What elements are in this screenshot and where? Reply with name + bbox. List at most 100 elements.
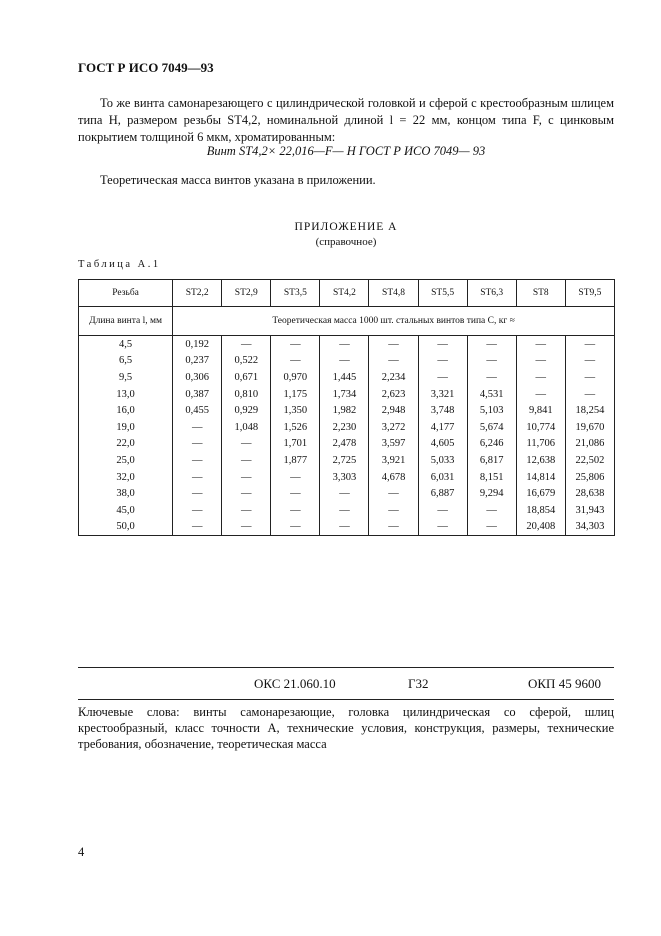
mass-cell: 2,948 (368, 402, 419, 419)
mass-cell: — (564, 385, 616, 403)
mass-cell: — (221, 468, 272, 486)
mass-cell: 1,877 (270, 452, 321, 469)
mass-cell: 28,638 (564, 485, 616, 502)
mass-cell: — (368, 518, 419, 537)
keywords: Ключевые слова: винты самонарезающие, го… (78, 705, 614, 751)
mass-cell: 10,774 (515, 418, 566, 436)
mass-cell: — (466, 501, 517, 519)
mass-cell: — (221, 335, 272, 353)
divider (78, 667, 614, 668)
mass-cell: 1,982 (319, 402, 370, 419)
mass-header: Теоретическая масса 1000 шт. стальных ви… (172, 306, 615, 336)
g-code: Г32 (408, 676, 429, 691)
mass-cell: 2,725 (319, 452, 370, 469)
mass-cell: 3,272 (368, 418, 419, 436)
mass-cell: — (221, 501, 272, 519)
mass-cell: 2,230 (319, 418, 370, 436)
length-header: Длина винта l, мм (77, 306, 174, 336)
standard-header: ГОСТ Р ИСО 7049—93 (78, 60, 214, 75)
mass-cell: 1,048 (221, 418, 272, 436)
length-cell: 38,0 (77, 485, 174, 502)
mass-cell: — (564, 335, 616, 353)
table-row: 9,5 0,306 0,671 0,970 1,445 2,234— — — — (77, 369, 616, 386)
mass-cell: 16,679 (515, 485, 566, 502)
mass-cell: — (270, 485, 321, 502)
mass-cell: — (466, 335, 517, 353)
mass-cell: 1,350 (270, 402, 321, 419)
mass-cell: 11,706 (515, 435, 566, 453)
length-cell: 16,0 (77, 402, 174, 419)
thread-7: ST8 (515, 279, 566, 307)
mass-cell: 21,086 (564, 435, 616, 453)
page-number: 4 (78, 845, 85, 859)
table-row: 16,0 0,455 0,929 1,350 1,982 2,948 3,748 5,103 9… (77, 402, 616, 419)
mass-cell: 25,806 (564, 468, 616, 486)
thread-8: ST9,5 (564, 279, 616, 307)
mass-cell: — (368, 352, 419, 370)
mass-cell: — (417, 352, 468, 370)
mass-cell: 4,177 (417, 418, 468, 436)
mass-cell: — (221, 452, 272, 469)
table-row: 38,0— — — — —6,887 9,294 16,679 28,638 (77, 485, 616, 502)
mass-cell: 8,151 (466, 468, 517, 486)
mass-cell: — (466, 369, 517, 386)
table-row: 32,0— — —3,303 4,678 6,031 8,151 14,814 25,806 (77, 468, 616, 486)
mass-cell: 3,748 (417, 402, 468, 419)
length-cell: 32,0 (77, 468, 174, 486)
length-cell: 9,5 (77, 369, 174, 386)
designation-formula: Винт ST4,2× 22,016—F— Н ГОСТ Р ИСО 7049—… (206, 144, 486, 158)
table-row: 6,5 0,237 0,522— — — — — — — (77, 352, 616, 370)
length-cell: 6,5 (77, 352, 174, 370)
mass-cell: 19,670 (564, 418, 616, 436)
mass-cell: 0,237 (172, 352, 223, 370)
mass-cell: 1,701 (270, 435, 321, 453)
mass-cell: — (368, 485, 419, 502)
mass-cell: 5,033 (417, 452, 468, 469)
mass-cell: 5,103 (466, 402, 517, 419)
length-cell: 50,0 (77, 518, 174, 537)
mass-cell: 0,929 (221, 402, 272, 419)
mass-cell: 2,234 (368, 369, 419, 386)
mass-cell: 6,246 (466, 435, 517, 453)
mass-cell: — (172, 518, 223, 537)
table-row: 25,0— —1,877 2,725 3,921 5,033 6,817 12,638 22,… (77, 452, 616, 469)
mass-cell: 34,303 (564, 518, 616, 537)
mass-cell: 1,445 (319, 369, 370, 386)
mass-table: Резьба ST2,2 ST2,9 ST3,5 ST4,2 ST4,8 ST5,5 ST6,… (77, 279, 616, 537)
mass-cell: 0,306 (172, 369, 223, 386)
mass-cell: 1,526 (270, 418, 321, 436)
table-row: 22,0— —1,701 2,478 3,597 4,605 6,246 11,706 21,… (77, 435, 616, 453)
divider (78, 699, 614, 700)
mass-cell: 9,841 (515, 402, 566, 419)
mass-cell: — (319, 518, 370, 537)
mass-cell: 0,810 (221, 385, 272, 403)
mass-cell: 18,254 (564, 402, 616, 419)
thread-0: ST2,2 (172, 279, 223, 307)
mass-cell: — (172, 452, 223, 469)
thread-3: ST4,2 (319, 279, 370, 307)
length-cell: 25,0 (77, 452, 174, 469)
mass-cell: 18,854 (515, 501, 566, 519)
mass-cell: — (319, 485, 370, 502)
length-cell: 19,0 (77, 418, 174, 436)
mass-cell: — (221, 435, 272, 453)
mass-cell: 0,970 (270, 369, 321, 386)
mass-cell: — (172, 418, 223, 436)
mass-cell: 0,455 (172, 402, 223, 419)
mass-cell: — (515, 335, 566, 353)
table-row: 13,0 0,387 0,810 1,175 1,734 2,623 3,321 4,531—… (77, 385, 616, 403)
mass-cell: 1,734 (319, 385, 370, 403)
table-row: 45,0— — — — — — —18,854 31,943 (77, 501, 616, 519)
mass-cell: — (417, 518, 468, 537)
table-caption: Таблица А.1 (78, 259, 161, 270)
table-row: 19,0—1,048 1,526 2,230 3,272 4,177 5,674 10,77… (77, 418, 616, 436)
mass-cell: 0,387 (172, 385, 223, 403)
thread-6: ST6,3 (466, 279, 517, 307)
mass-cell: 0,671 (221, 369, 272, 386)
mass-cell: 4,531 (466, 385, 517, 403)
mass-cell: 1,175 (270, 385, 321, 403)
mass-cell: — (515, 369, 566, 386)
mass-cell: — (221, 518, 272, 537)
mass-cell: 2,623 (368, 385, 419, 403)
mass-cell: 3,597 (368, 435, 419, 453)
